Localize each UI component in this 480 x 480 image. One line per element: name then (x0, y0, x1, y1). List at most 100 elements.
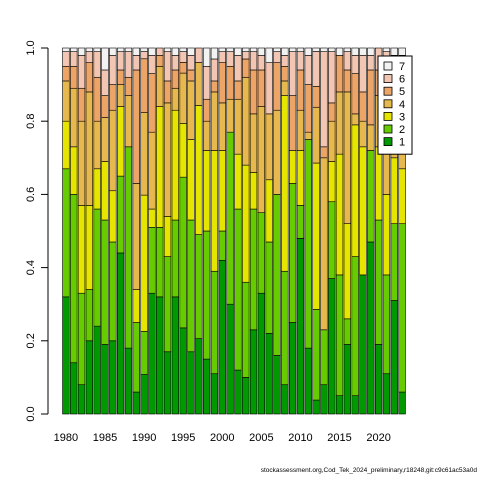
bar-segment-1989-age-4 (132, 183, 140, 290)
bar-segment-2001-age-1 (226, 303, 234, 415)
bar-segment-2013-age-5 (320, 146, 328, 159)
bar-segment-2016-age-2 (343, 318, 352, 345)
bar-segment-1981-age-5 (70, 66, 78, 89)
bar-segment-2016-age-1 (343, 344, 352, 415)
bar-segment-2006-age-3 (265, 179, 273, 243)
bar-segment-2011-age-6 (304, 55, 312, 85)
bar-segment-2019-age-2 (367, 150, 375, 243)
bar-segment-2023-age-3 (398, 168, 406, 224)
bar-segment-2021-age-7 (382, 47, 391, 52)
bar-segment-2017-age-1 (351, 395, 359, 415)
bar-segment-2008-age-5 (281, 66, 289, 82)
bar-segment-2009-age-3 (288, 150, 297, 184)
bar-segment-1989-age-6 (132, 55, 140, 71)
bar-segment-1985-age-6 (101, 69, 109, 96)
bar-segment-2004-age-3 (249, 172, 258, 210)
bar-segment-2013-age-2 (320, 329, 328, 386)
bar-segment-2019-age-1 (367, 241, 375, 415)
bar-segment-2008-age-1 (281, 384, 289, 415)
x-tick-label: 1980 (54, 432, 78, 444)
bar-segment-2018-age-1 (359, 274, 367, 415)
bar-segment-1995-age-2 (179, 176, 187, 329)
bar-segment-1992-age-4 (156, 66, 164, 107)
x-tick-label: 2000 (210, 432, 234, 444)
bar-segment-1982-age-7 (77, 47, 86, 56)
bar-segment-2005-age-7 (257, 47, 266, 56)
bar-segment-1986-age-1 (109, 340, 117, 415)
bar-segment-1994-age-7 (171, 47, 180, 56)
bar-segment-2009-age-7 (288, 47, 297, 52)
bar-segment-1983-age-5 (85, 62, 94, 93)
bar-segment-1987-age-5 (116, 69, 125, 85)
bar-segment-2002-age-6 (234, 55, 242, 82)
bar-segment-2006-age-4 (265, 113, 273, 181)
bar-segment-2007-age-2 (273, 194, 281, 356)
legend-swatch-3 (383, 112, 393, 121)
bar-segment-1997-age-1 (195, 338, 203, 415)
bar-segment-1999-age-1 (210, 373, 219, 415)
bar-segment-1980-age-5 (62, 66, 70, 82)
bar-segment-2022-age-2 (390, 223, 398, 301)
bar-segment-2007-age-5 (273, 62, 281, 111)
bar-segment-2021-age-2 (382, 274, 391, 375)
bar-segment-1989-age-7 (132, 47, 140, 56)
bar-segment-2001-age-5 (226, 66, 234, 100)
bar-segment-2001-age-4 (226, 98, 234, 133)
bar-segment-2020-age-3 (374, 146, 383, 221)
bar-segment-2022-age-3 (390, 157, 398, 224)
bar-segment-1994-age-6 (171, 55, 180, 71)
legend-label-1: 1 (399, 137, 405, 149)
bar-segment-2022-age-1 (390, 300, 398, 415)
bar-segment-1992-age-6 (156, 47, 164, 56)
bar-segment-2023-age-1 (398, 391, 406, 415)
bar-segment-1990-age-2 (140, 331, 148, 375)
bar-segment-1991-age-4 (148, 131, 156, 210)
bar-segment-1999-age-4 (210, 91, 219, 151)
bar-segment-2008-age-4 (281, 80, 289, 96)
bar-segment-1986-age-5 (109, 84, 117, 111)
bar-segment-2008-age-2 (281, 270, 289, 386)
bar-segment-2017-age-4 (351, 113, 359, 126)
bar-segment-2014-age-2 (328, 201, 336, 279)
bar-segment-2000-age-1 (218, 259, 226, 415)
bar-segment-2005-age-2 (257, 212, 266, 294)
bar-segment-1982-age-6 (77, 55, 86, 89)
bar-segment-1999-age-6 (210, 58, 219, 82)
bar-segment-1991-age-7 (148, 47, 156, 56)
bar-segment-2008-age-3 (281, 95, 289, 272)
bar-segment-1987-age-7 (116, 47, 125, 52)
bar-segment-1997-age-6 (195, 47, 203, 63)
bar-segment-1995-age-4 (179, 72, 187, 124)
bar-segment-1995-age-3 (179, 123, 187, 178)
bar-segment-2018-age-6 (359, 55, 367, 93)
y-tick-label: 0.4 (25, 260, 37, 275)
bar-segment-1981-age-1 (70, 362, 78, 415)
bar-segment-2000-age-3 (218, 150, 226, 232)
bar-segment-1998-age-2 (202, 230, 211, 360)
bar-segment-2015-age-3 (335, 153, 344, 276)
bars-layer (62, 47, 406, 415)
bar-segment-2019-age-6 (367, 55, 375, 71)
bar-segment-2016-age-7 (343, 47, 352, 52)
bar-segment-1998-age-5 (202, 98, 211, 122)
bar-segment-1999-age-7 (210, 47, 219, 60)
bar-segment-2017-age-7 (351, 47, 359, 56)
bar-segment-2000-age-7 (218, 47, 226, 52)
bar-segment-2000-age-5 (218, 62, 226, 104)
legend-label-6: 6 (399, 74, 405, 86)
bar-segment-1983-age-3 (85, 205, 94, 290)
bar-segment-1992-age-2 (156, 227, 164, 298)
bar-segment-2006-age-7 (265, 47, 273, 63)
bar-segment-1988-age-6 (124, 51, 133, 78)
bar-segment-2021-age-3 (382, 194, 391, 276)
bar-segment-2009-age-1 (288, 322, 297, 415)
bar-segment-1992-age-5 (156, 55, 164, 67)
bar-segment-2019-age-7 (367, 47, 375, 56)
bar-segment-1995-age-7 (179, 47, 187, 52)
legend-swatch-7 (383, 61, 393, 71)
bar-segment-2017-age-3 (351, 124, 359, 257)
bar-segment-2012-age-4 (312, 106, 320, 164)
y-tick-label: 0.8 (25, 114, 37, 129)
bar-segment-1990-age-5 (140, 58, 148, 113)
bar-segment-1994-age-4 (171, 87, 180, 111)
